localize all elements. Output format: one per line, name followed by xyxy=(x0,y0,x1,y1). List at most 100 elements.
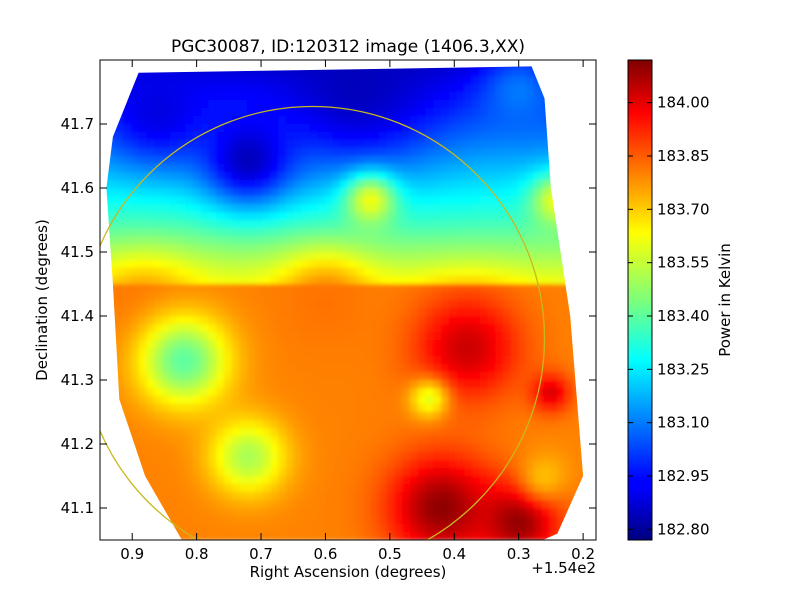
heatmap-cell xyxy=(162,468,171,477)
heatmap-cell xyxy=(433,484,442,493)
heatmap-cell xyxy=(534,420,543,429)
heatmap-cell xyxy=(464,228,473,237)
heatmap-cell xyxy=(193,372,202,381)
heatmap-cell xyxy=(557,460,566,469)
heatmap-cell xyxy=(239,92,248,101)
heatmap-cell xyxy=(185,468,194,477)
heatmap-cell xyxy=(549,292,558,301)
heatmap-cell xyxy=(503,108,512,117)
heatmap-cell xyxy=(324,364,334,373)
heatmap-cell xyxy=(371,236,380,245)
heatmap-cell xyxy=(193,84,202,93)
heatmap-cell xyxy=(394,108,403,117)
heatmap-cell xyxy=(433,188,442,197)
heatmap-cell xyxy=(255,204,264,213)
heatmap-cell xyxy=(348,156,357,165)
heatmap-cell xyxy=(324,236,334,245)
heatmap-cell xyxy=(278,412,287,421)
heatmap-cell xyxy=(588,132,596,141)
heatmap-cell xyxy=(340,116,349,125)
heatmap-cell xyxy=(286,66,295,69)
heatmap-cell xyxy=(549,204,558,213)
heatmap-cell xyxy=(495,172,504,181)
heatmap-cell xyxy=(371,524,380,533)
heatmap-cell xyxy=(169,420,179,429)
heatmap-cell xyxy=(208,300,217,309)
heatmap-cell xyxy=(448,124,458,133)
heatmap-cell xyxy=(565,324,574,333)
heatmap-cell xyxy=(565,420,574,429)
heatmap-cell xyxy=(448,476,458,485)
heatmap-cell xyxy=(332,436,341,445)
heatmap-cell xyxy=(107,276,117,285)
heatmap-cell xyxy=(123,196,132,205)
heatmap-cell xyxy=(115,332,124,341)
heatmap-cell xyxy=(549,396,558,405)
heatmap-cell xyxy=(324,260,334,269)
heatmap-cell xyxy=(317,436,326,445)
heatmap-cell xyxy=(386,316,396,325)
heatmap-cell xyxy=(154,116,163,125)
heatmap-cell xyxy=(565,180,574,189)
heatmap-cell xyxy=(332,180,341,189)
heatmap-cell xyxy=(572,436,582,445)
heatmap-cell xyxy=(123,212,132,221)
heatmap-cell xyxy=(239,436,248,445)
heatmap-cell xyxy=(433,172,442,181)
heatmap-cell xyxy=(247,484,256,493)
heatmap-cell xyxy=(115,308,124,317)
heatmap-cell xyxy=(371,316,380,325)
heatmap-cell xyxy=(410,284,419,293)
heatmap-cell xyxy=(255,220,264,229)
heatmap-cell xyxy=(565,260,574,269)
heatmap-cell xyxy=(286,220,295,229)
heatmap-cell xyxy=(371,156,380,165)
heatmap-cell xyxy=(348,268,357,277)
heatmap-cell xyxy=(123,340,132,349)
heatmap-cell xyxy=(301,228,310,237)
heatmap-cell xyxy=(410,212,419,221)
heatmap-cell xyxy=(317,356,326,365)
heatmap-cell xyxy=(386,284,396,293)
heatmap-cell xyxy=(200,220,210,229)
heatmap-cell xyxy=(410,300,419,309)
heatmap-cell xyxy=(131,244,140,253)
heatmap-cell xyxy=(154,68,163,77)
heatmap-cell xyxy=(138,356,148,365)
heatmap-cell xyxy=(464,252,473,261)
heatmap-cell xyxy=(224,284,233,293)
heatmap-cell xyxy=(131,68,140,77)
heatmap-cell xyxy=(410,260,419,269)
heatmap-cell xyxy=(169,388,179,397)
heatmap-cell xyxy=(270,508,279,517)
heatmap-cell xyxy=(208,340,217,349)
heatmap-cell xyxy=(262,180,272,189)
heatmap-cell xyxy=(208,372,217,381)
heatmap-cell xyxy=(301,388,310,397)
heatmap-cell xyxy=(448,212,458,221)
heatmap-cell xyxy=(193,420,202,429)
heatmap-cell xyxy=(386,340,396,349)
heatmap-cell xyxy=(534,380,543,389)
heatmap-cell xyxy=(402,356,411,365)
heatmap-cell xyxy=(565,124,574,133)
heatmap-cell xyxy=(286,484,295,493)
heatmap-cell xyxy=(293,244,303,253)
heatmap-cell xyxy=(557,212,566,221)
heatmap-cell xyxy=(363,364,372,373)
heatmap-cell xyxy=(495,436,504,445)
heatmap-cell xyxy=(317,516,326,525)
heatmap-cell xyxy=(270,66,279,69)
heatmap-cell xyxy=(348,66,357,69)
heatmap-cell xyxy=(200,340,210,349)
heatmap-cell xyxy=(572,348,582,357)
heatmap-cell xyxy=(371,364,380,373)
x-tick-label: 0.3 xyxy=(507,545,531,563)
heatmap-cell xyxy=(301,492,310,501)
heatmap-cell xyxy=(262,156,272,165)
heatmap-cell xyxy=(549,388,558,397)
heatmap-cell xyxy=(146,484,155,493)
heatmap-cell xyxy=(115,236,124,245)
heatmap-cell xyxy=(169,380,179,389)
heatmap-cell xyxy=(286,500,295,509)
